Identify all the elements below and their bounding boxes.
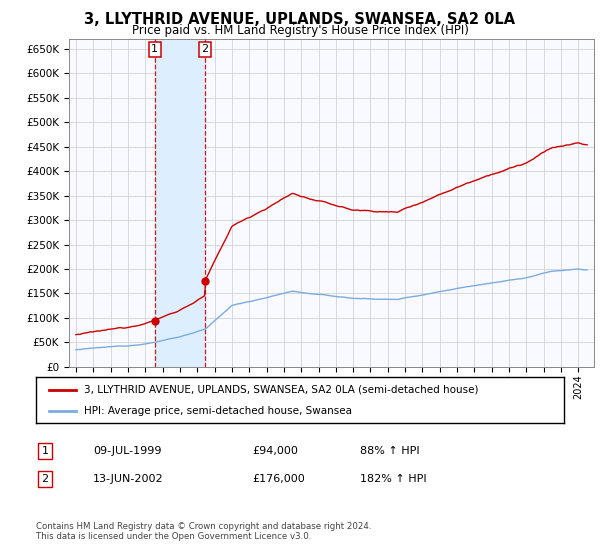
Text: £94,000: £94,000 — [252, 446, 298, 456]
Text: 88% ↑ HPI: 88% ↑ HPI — [360, 446, 419, 456]
Text: 2: 2 — [41, 474, 49, 484]
Text: 1: 1 — [41, 446, 49, 456]
Text: 09-JUL-1999: 09-JUL-1999 — [93, 446, 161, 456]
Text: 13-JUN-2002: 13-JUN-2002 — [93, 474, 164, 484]
Text: Price paid vs. HM Land Registry's House Price Index (HPI): Price paid vs. HM Land Registry's House … — [131, 24, 469, 36]
Bar — [155, 39, 205, 367]
Text: 1: 1 — [151, 44, 158, 54]
Text: £176,000: £176,000 — [252, 474, 305, 484]
Text: 3, LLYTHRID AVENUE, UPLANDS, SWANSEA, SA2 0LA (semi-detached house): 3, LLYTHRID AVENUE, UPLANDS, SWANSEA, SA… — [83, 385, 478, 395]
Text: 3, LLYTHRID AVENUE, UPLANDS, SWANSEA, SA2 0LA: 3, LLYTHRID AVENUE, UPLANDS, SWANSEA, SA… — [85, 12, 515, 27]
Text: Contains HM Land Registry data © Crown copyright and database right 2024.
This d: Contains HM Land Registry data © Crown c… — [36, 522, 371, 542]
Text: HPI: Average price, semi-detached house, Swansea: HPI: Average price, semi-detached house,… — [83, 407, 352, 416]
Text: 182% ↑ HPI: 182% ↑ HPI — [360, 474, 427, 484]
Text: 2: 2 — [202, 44, 209, 54]
